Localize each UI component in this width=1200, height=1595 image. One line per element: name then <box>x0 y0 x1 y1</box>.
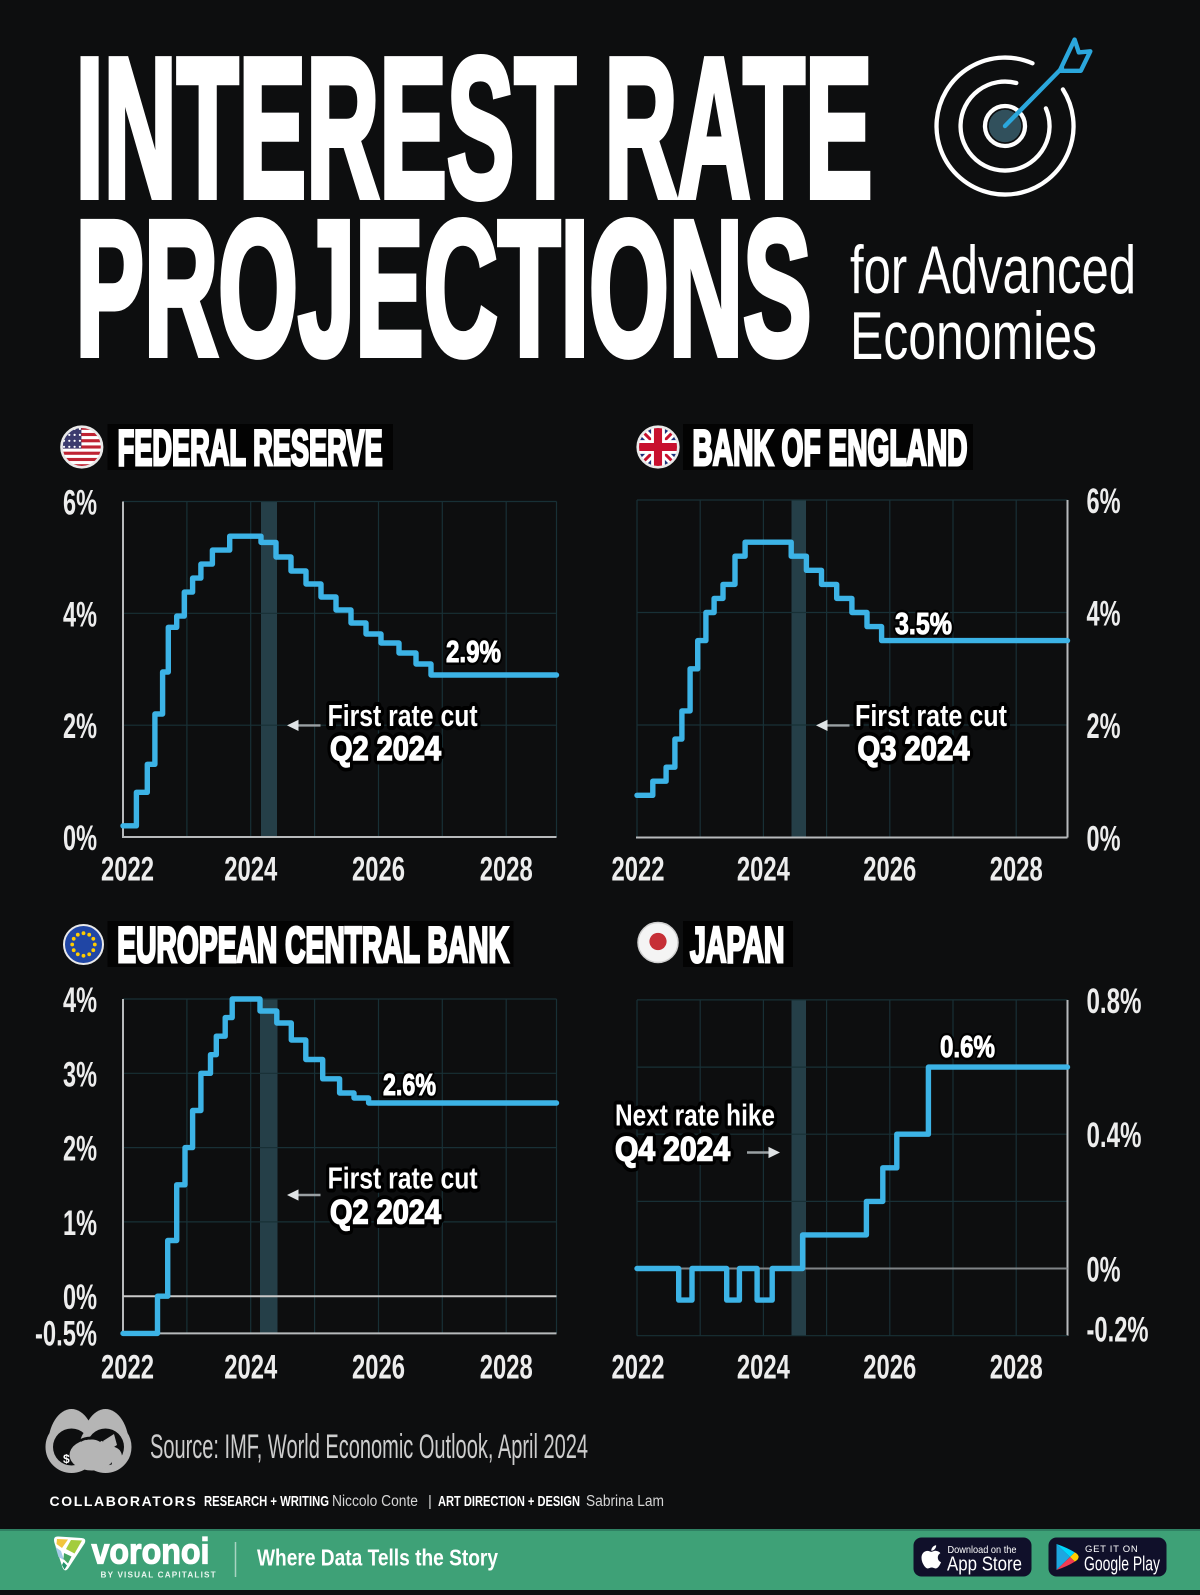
svg-text:Niccolo Conte: Niccolo Conte <box>332 1493 418 1510</box>
svg-text:0%: 0% <box>63 1278 97 1317</box>
svg-text:2022: 2022 <box>101 851 154 889</box>
svg-text:1%: 1% <box>63 1204 97 1243</box>
svg-text:BY VISUAL CAPITALIST: BY VISUAL CAPITALIST <box>101 1571 217 1580</box>
svg-text:2028: 2028 <box>990 851 1043 889</box>
svg-text:Q2 2024: Q2 2024 <box>330 730 441 768</box>
svg-text:2022: 2022 <box>612 851 665 889</box>
svg-text:Source: IMF, World Economic Ou: Source: IMF, World Economic Outlook, Apr… <box>150 1428 588 1466</box>
svg-text:Economies: Economies <box>850 298 1097 374</box>
svg-text:Q4 2024: Q4 2024 <box>615 1131 730 1169</box>
svg-text:2%: 2% <box>63 707 97 746</box>
svg-text:0.4%: 0.4% <box>1087 1116 1142 1155</box>
svg-text:JAPAN: JAPAN <box>690 917 785 973</box>
svg-text:0%: 0% <box>63 819 97 858</box>
svg-text:4%: 4% <box>63 595 97 634</box>
svg-text:2.6%: 2.6% <box>383 1067 436 1102</box>
svg-text:6%: 6% <box>1087 482 1121 521</box>
svg-text:EUROPEAN CENTRAL BANK: EUROPEAN CENTRAL BANK <box>117 917 509 973</box>
svg-text:2%: 2% <box>1087 707 1121 746</box>
svg-text:3.5%: 3.5% <box>895 606 952 641</box>
svg-text:2%: 2% <box>63 1130 97 1169</box>
svg-text:First rate cut: First rate cut <box>328 698 478 733</box>
svg-text:Q2 2024: Q2 2024 <box>330 1194 441 1232</box>
svg-text:Sabrina Lam: Sabrina Lam <box>586 1493 664 1510</box>
svg-text:-0.5%: -0.5% <box>35 1314 97 1353</box>
svg-text:BANK OF ENGLAND: BANK OF ENGLAND <box>693 420 968 476</box>
svg-text:Q3 2024: Q3 2024 <box>858 730 970 768</box>
svg-text:0.6%: 0.6% <box>940 1029 995 1064</box>
svg-text:Where Data Tells the Story: Where Data Tells the Story <box>257 1545 498 1571</box>
svg-text:Q3 2024: Q3 2024 <box>858 730 970 768</box>
svg-text:2022: 2022 <box>612 1349 665 1387</box>
svg-text:Q2 2024: Q2 2024 <box>330 1194 441 1232</box>
svg-text:ART DIRECTION + DESIGN: ART DIRECTION + DESIGN <box>438 1493 580 1510</box>
svg-text:0%: 0% <box>1087 1251 1121 1290</box>
svg-text:COLLABORATORS: COLLABORATORS <box>50 1493 198 1509</box>
svg-text:App Store: App Store <box>947 1554 1022 1576</box>
svg-text:$: $ <box>63 1452 70 1466</box>
svg-text:RESEARCH + WRITING: RESEARCH + WRITING <box>204 1493 329 1510</box>
svg-text:Q2 2024: Q2 2024 <box>330 730 441 768</box>
svg-text:Next rate hike: Next rate hike <box>615 1098 775 1133</box>
svg-text:2024: 2024 <box>737 1349 790 1387</box>
svg-text:for Advanced: for Advanced <box>850 232 1136 308</box>
svg-text:4%: 4% <box>63 981 97 1020</box>
svg-text:-0.2%: -0.2% <box>1087 1311 1149 1350</box>
svg-text:FEDERAL RESERVE: FEDERAL RESERVE <box>118 420 383 476</box>
svg-text:0%: 0% <box>1087 820 1121 859</box>
svg-text:2026: 2026 <box>352 1349 405 1387</box>
svg-text:2028: 2028 <box>990 1349 1043 1387</box>
svg-text:2026: 2026 <box>863 1349 916 1387</box>
svg-text:4%: 4% <box>1087 595 1121 634</box>
svg-text:0.8%: 0.8% <box>1087 982 1142 1021</box>
svg-text:2.6%: 2.6% <box>383 1067 436 1102</box>
svg-text:Google Play: Google Play <box>1084 1554 1160 1576</box>
svg-text:2028: 2028 <box>480 1349 533 1387</box>
svg-text:voronoi: voronoi <box>92 1531 210 1572</box>
svg-text:3.5%: 3.5% <box>895 606 952 641</box>
svg-text:0.6%: 0.6% <box>940 1029 995 1064</box>
svg-text:2022: 2022 <box>101 1349 154 1387</box>
svg-text:Q4 2024: Q4 2024 <box>615 1131 730 1169</box>
svg-text:|: | <box>428 1493 432 1510</box>
svg-text:2024: 2024 <box>224 851 277 889</box>
svg-text:2024: 2024 <box>224 1349 277 1387</box>
svg-text:2.9%: 2.9% <box>446 634 501 669</box>
svg-text:PROJECTIONS: PROJECTIONS <box>76 181 812 396</box>
svg-text:2028: 2028 <box>480 851 533 889</box>
svg-text:GET IT ON: GET IT ON <box>1085 1544 1138 1555</box>
svg-text:First rate cut: First rate cut <box>855 698 1007 733</box>
svg-text:2024: 2024 <box>737 851 790 889</box>
svg-text:6%: 6% <box>63 483 97 522</box>
svg-text:2.9%: 2.9% <box>446 634 501 669</box>
svg-text:INTEREST RATE: INTEREST RATE <box>76 18 873 240</box>
svg-text:3%: 3% <box>63 1055 97 1094</box>
svg-text:2026: 2026 <box>863 851 916 889</box>
svg-text:First rate cut: First rate cut <box>328 1161 478 1196</box>
svg-text:2026: 2026 <box>352 851 405 889</box>
svg-text:Download on the: Download on the <box>948 1544 1017 1556</box>
